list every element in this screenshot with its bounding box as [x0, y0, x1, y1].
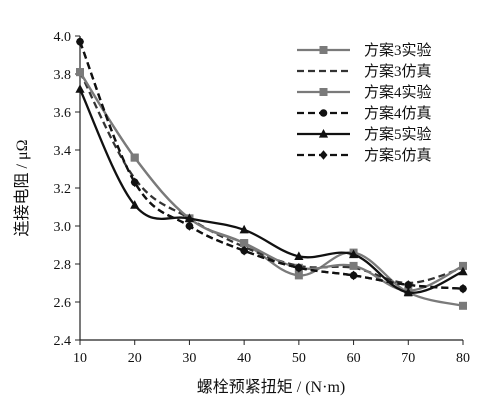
data-point	[403, 287, 413, 297]
series-2	[78, 71, 464, 285]
data-point	[459, 301, 467, 310]
series-1	[76, 68, 467, 310]
legend-marker	[319, 88, 328, 96]
legend-label: 方案4实验	[364, 83, 432, 101]
y-tick-label: 3.0	[54, 220, 72, 235]
data-point	[458, 266, 468, 276]
data-point	[348, 249, 359, 259]
y-tick-label: 3.2	[54, 182, 72, 197]
data-point	[184, 213, 195, 222]
x-tick-label: 30	[182, 351, 196, 366]
plot-area: 10 20 30 40 50 60 70 80 2.4 2.6 2.8 3.0 3.2 3.4 3.6 3.…	[54, 30, 471, 366]
legend-marker	[318, 129, 329, 138]
y-axis-title: 连接电阻 / μΩ	[13, 139, 31, 236]
legend-label: 方案5实验	[364, 125, 432, 143]
y-tick-label: 3.6	[54, 106, 72, 121]
x-tick-label: 40	[237, 351, 251, 366]
x-axis-ticks: 10 20 30 40 50 60 70 80	[73, 340, 470, 366]
data-point	[130, 177, 139, 188]
data-point	[294, 251, 304, 260]
data-point	[349, 270, 358, 281]
data-point	[240, 245, 249, 256]
data-point	[76, 68, 84, 77]
y-tick-label: 4.0	[54, 30, 72, 45]
data-point	[130, 200, 140, 209]
legend-item: 方案4仿真	[297, 104, 432, 122]
y-axis-ticks: 2.4 2.6 2.8 3.0 3.2 3.4 3.6 3.8 4.0	[54, 30, 80, 349]
x-tick-label: 20	[128, 351, 142, 366]
series-line	[78, 71, 464, 285]
legend-item: 方案4实验	[297, 83, 432, 101]
data-point	[239, 224, 249, 234]
series-5	[75, 84, 468, 297]
series-line	[78, 41, 464, 290]
data-point	[75, 84, 85, 93]
x-axis-title: 螺栓预紧扭矩 / (N·m)	[197, 378, 345, 396]
x-tick-label: 50	[292, 351, 306, 366]
legend-item: 方案3实验	[297, 41, 432, 59]
legend-item: 方案5仿真	[297, 146, 432, 164]
y-tick-label: 2.8	[54, 258, 72, 273]
data-point	[349, 261, 358, 270]
data-point	[294, 271, 303, 280]
data-point	[459, 283, 467, 294]
legend-item: 方案3仿真	[297, 62, 432, 80]
data-point	[459, 261, 467, 270]
data-point	[76, 36, 84, 47]
data-point	[185, 221, 194, 231]
legend-marker	[319, 46, 328, 54]
x-tick-label: 80	[456, 351, 470, 366]
data-point	[130, 153, 139, 162]
legend-label: 方案4仿真	[364, 104, 432, 122]
legend-item: 方案5实验	[297, 125, 432, 143]
y-tick-label: 2.4	[54, 334, 72, 349]
y-tick-label: 3.4	[54, 144, 72, 159]
data-point	[294, 263, 303, 273]
series-6	[76, 36, 467, 294]
x-tick-label: 60	[347, 351, 361, 366]
legend-marker	[319, 109, 328, 117]
data-point	[240, 239, 249, 248]
y-tick-label: 3.8	[54, 68, 72, 83]
legend-label: 方案3仿真	[364, 62, 432, 80]
legend-label: 方案3实验	[364, 41, 432, 59]
legend-label: 方案5仿真	[364, 146, 432, 164]
series-layer	[75, 36, 468, 310]
x-tick-label: 70	[401, 351, 415, 366]
series-line	[78, 88, 464, 294]
x-tick-label: 10	[73, 351, 87, 366]
y-tick-label: 2.6	[54, 296, 72, 311]
legend-marker	[319, 150, 328, 160]
data-point	[404, 280, 413, 290]
